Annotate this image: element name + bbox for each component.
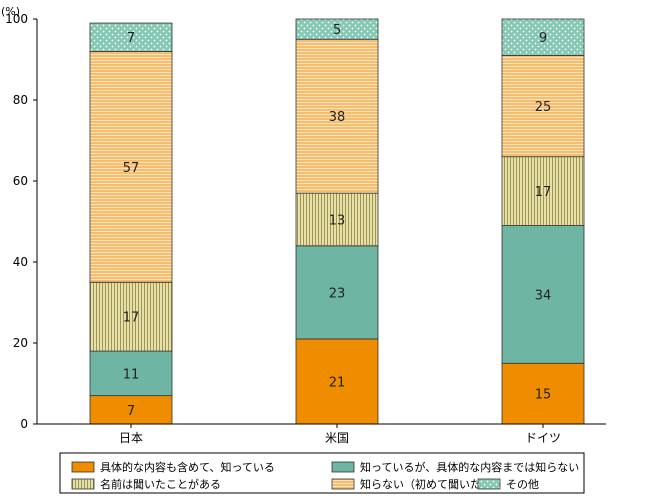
- bar-segment: [501, 362, 585, 425]
- y-axis-unit-label: (%): [1, 5, 20, 18]
- legend-label: 知らない（初めて聞いた）: [360, 477, 492, 491]
- bars-layer: 7 11 17 57 7 21 23 13 38 5 15 34 17 25 9: [89, 18, 585, 425]
- y-tick-label: 80: [13, 93, 28, 107]
- bar-segment: [501, 55, 585, 158]
- legend-swatch: [71, 478, 95, 490]
- data-label: 5: [333, 23, 341, 38]
- data-label: 21: [329, 375, 346, 390]
- legend-label: 具体的な内容も含めて、知っている: [100, 460, 275, 474]
- data-label: 7: [127, 31, 135, 46]
- data-label: 7: [127, 404, 135, 419]
- y-tick-label: 0: [20, 417, 28, 431]
- bar-segment: [295, 192, 379, 247]
- bar-segment: [89, 395, 173, 425]
- bar-segment: [501, 156, 585, 226]
- data-label: 34: [535, 288, 552, 303]
- data-label: 17: [123, 311, 140, 326]
- bar-segment: [295, 245, 379, 340]
- legend-swatch: [477, 478, 501, 490]
- bar-segment: [295, 38, 379, 194]
- y-tick-label: 40: [13, 255, 28, 269]
- y-ticks-layer: 0 20 40 60 80 100: [5, 12, 37, 431]
- bar-segment: [501, 225, 585, 364]
- x-tick-label: ドイツ: [525, 431, 561, 445]
- bar-segment: [501, 18, 585, 56]
- legend: 具体的な内容も含めて、知っている 知っているが、具体的な内容までは知らない名前は聞…: [59, 452, 585, 494]
- y-tick-label: 20: [13, 336, 28, 350]
- legend-swatch: [331, 461, 355, 473]
- data-label: 17: [535, 185, 552, 200]
- legend-label: 知っているが、具体的な内容までは知らない: [360, 460, 579, 474]
- data-label: 57: [123, 161, 140, 176]
- bar-segment: [89, 22, 173, 52]
- legend-swatch: [71, 461, 95, 473]
- bar-segment: [89, 51, 173, 283]
- legend-swatch: [331, 478, 355, 490]
- legend-label: その他: [506, 478, 539, 491]
- legend-label: 名前は聞いたことがある: [100, 477, 221, 491]
- data-label: 13: [329, 213, 346, 228]
- data-label: 23: [329, 286, 346, 301]
- x-tick-label: 日本: [119, 431, 143, 445]
- bar-segment: [295, 18, 379, 40]
- x-tick-label: 米国: [325, 431, 349, 445]
- data-label: 25: [535, 100, 552, 115]
- y-tick-label: 60: [13, 174, 28, 188]
- data-label: 9: [539, 31, 547, 46]
- y-tick-label: 100: [5, 12, 28, 26]
- data-label: 15: [535, 388, 552, 403]
- x-labels-layer: 日本 米国 ドイツ: [119, 424, 561, 445]
- data-label: 38: [329, 110, 346, 125]
- data-label: 11: [123, 367, 140, 382]
- bar-segment: [295, 338, 379, 425]
- bar-segment: [89, 350, 173, 397]
- legend-items-layer: 具体的な内容も含めて、知っている 知っているが、具体的な内容までは知らない名前は聞…: [71, 460, 579, 491]
